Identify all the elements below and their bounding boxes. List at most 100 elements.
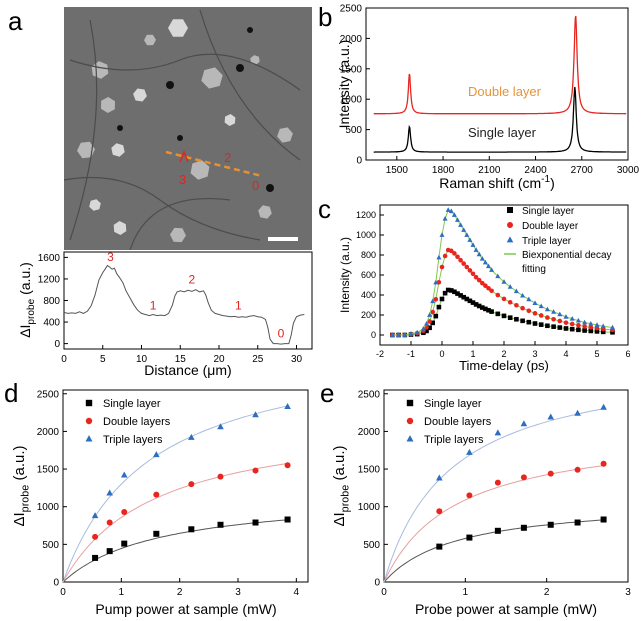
data-point xyxy=(494,527,501,534)
decay-point xyxy=(594,329,600,334)
decay-point xyxy=(427,312,433,317)
data-point xyxy=(284,402,291,409)
decay-point xyxy=(402,332,408,337)
raman-series-label: Double layer xyxy=(468,84,542,99)
panel-label-c: c xyxy=(318,194,331,224)
data-point xyxy=(252,411,259,418)
x-tick-label: 3 xyxy=(235,587,241,598)
legend-marker xyxy=(507,207,513,213)
legend-marker xyxy=(406,435,414,442)
data-point xyxy=(106,489,113,496)
y-tick-label: 500 xyxy=(345,125,362,136)
image-label-0: 0 xyxy=(252,178,259,193)
decay-point xyxy=(557,318,563,324)
decay-point xyxy=(501,296,507,302)
y-tick-label: 1000 xyxy=(340,95,363,106)
crack-line xyxy=(129,198,231,250)
decay-point xyxy=(495,273,501,279)
fit-line xyxy=(383,519,604,583)
y-tick-label: 0 xyxy=(374,578,380,589)
grain-flake xyxy=(168,19,188,37)
plot-frame xyxy=(365,7,629,161)
decay-point xyxy=(514,302,519,308)
decay-point xyxy=(458,257,463,263)
x-axis-label: Probe power at sample (mW) xyxy=(415,601,597,617)
y-tick-label: 400 xyxy=(361,290,376,300)
legend-label: Triple layers xyxy=(424,434,484,446)
decay-point xyxy=(610,330,615,335)
data-point xyxy=(92,533,99,540)
decay-point xyxy=(464,232,470,237)
decay-point xyxy=(569,326,575,332)
decay-point xyxy=(464,264,470,270)
decay-point xyxy=(439,264,445,270)
x-tick-label: 2400 xyxy=(524,165,547,176)
grain-flake xyxy=(250,55,260,65)
legend-label: Triple layers xyxy=(103,434,163,446)
y-tick-label: 0 xyxy=(54,339,60,350)
data-point xyxy=(106,548,113,555)
x-tick-label: 25 xyxy=(252,354,264,365)
grain-flake xyxy=(113,221,127,235)
decay-point xyxy=(600,329,606,335)
data-point xyxy=(217,521,224,528)
x-tick-label: 3 xyxy=(532,349,537,359)
crack-line xyxy=(69,19,98,241)
decay-point xyxy=(513,288,519,294)
decay-point xyxy=(551,316,556,322)
decay-point xyxy=(433,313,439,319)
decay-point xyxy=(476,251,482,257)
data-point xyxy=(574,409,581,416)
decay-point xyxy=(594,322,600,327)
decay-point xyxy=(582,324,587,329)
fit-line xyxy=(383,408,604,583)
legend-label: Single layer xyxy=(103,398,161,410)
panel-c-decay-chart: -2 -1 0 1 2 3 4 5 6 0 200 400 600 800 1000 1200 Single l… xyxy=(338,204,631,373)
y-tick-label: 200 xyxy=(361,310,376,320)
data-point xyxy=(547,413,555,420)
decay-point xyxy=(396,332,402,337)
decay-point xyxy=(588,328,594,334)
decay-point xyxy=(423,320,430,326)
decay-point xyxy=(526,308,532,314)
scale-bar xyxy=(268,237,298,241)
decay-point xyxy=(588,320,594,326)
data-point xyxy=(252,519,259,526)
x-tick-label: 0 xyxy=(439,349,444,359)
decay-point xyxy=(489,267,495,272)
microscopy-image: 2 3 0 xyxy=(64,7,312,250)
dark-defect xyxy=(266,184,274,192)
decay-point xyxy=(473,247,479,252)
decay-point xyxy=(501,313,507,319)
decay-point xyxy=(470,300,476,305)
decay-point xyxy=(609,324,616,330)
decay-point xyxy=(473,302,479,307)
decay-point xyxy=(479,255,485,261)
data-point xyxy=(217,473,224,480)
data-point xyxy=(520,420,528,427)
x-tick-label: 1 xyxy=(119,587,125,598)
decay-point xyxy=(532,300,538,305)
decay-point xyxy=(507,315,513,320)
decay-point xyxy=(557,311,563,317)
decay-point xyxy=(424,328,429,334)
decay-point xyxy=(520,318,525,324)
x-tick-label: 3 xyxy=(625,587,631,598)
dark-defect xyxy=(247,27,253,33)
y-tick-label: 1000 xyxy=(356,230,376,240)
x-tick-label: 0 xyxy=(381,587,387,598)
decay-point xyxy=(389,332,395,337)
decay-point xyxy=(483,283,488,289)
profile-label: 1 xyxy=(150,298,157,312)
plot-frame xyxy=(63,251,313,350)
decay-point xyxy=(501,279,507,284)
decay-point xyxy=(545,315,550,320)
decay-point xyxy=(489,288,494,294)
decay-point xyxy=(458,222,464,227)
y-tick-label: 0 xyxy=(53,578,59,589)
data-point xyxy=(106,519,113,526)
x-tick-label: 6 xyxy=(625,349,630,359)
y-tick-label: 500 xyxy=(42,540,59,551)
grain-flake xyxy=(144,34,156,46)
fit-line xyxy=(62,462,288,583)
